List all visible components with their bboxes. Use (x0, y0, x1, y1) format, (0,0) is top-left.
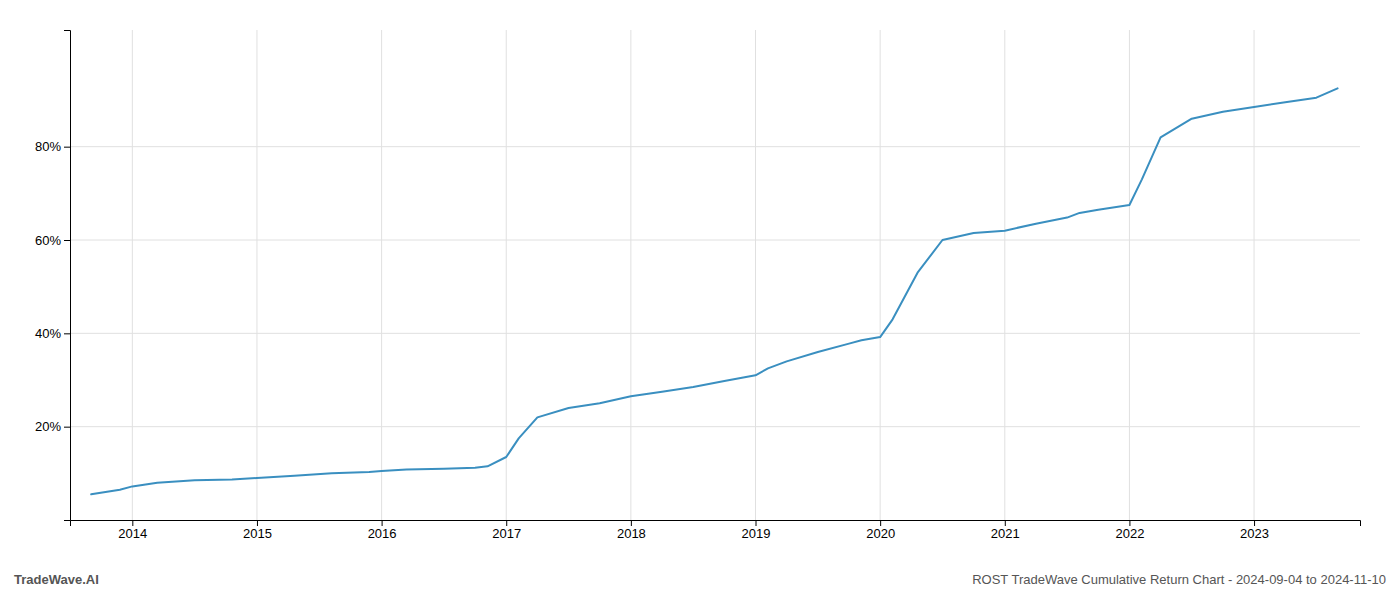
grid (70, 30, 1360, 520)
grid-line (70, 146, 1360, 147)
tick: 2015 (243, 520, 272, 541)
grid-line (1254, 30, 1255, 520)
plot: 2014 2015 2016 2017 2018 2019 2020 2021 2022 2023… (35, 30, 1361, 541)
tick-label: 2014 (118, 526, 147, 541)
tick-mark (132, 520, 133, 526)
watermark: TradeWave.AI (14, 572, 99, 587)
tick-mark (631, 520, 632, 526)
tick: 2014 (118, 520, 147, 541)
title: ROST TradeWave Cumulative Return Chart -… (972, 572, 1386, 587)
tick-mark (64, 333, 70, 334)
x-axis: 2014 2015 2016 2017 2018 2019 2020 2021 2022 2023 (71, 520, 1361, 541)
tick-mark (257, 520, 258, 526)
tick: 80% (35, 139, 70, 154)
tick-label: 80% (35, 139, 61, 154)
grid-line (880, 30, 881, 520)
grid-line (755, 30, 756, 520)
tick-mark (1254, 520, 1255, 526)
chart: 2014 2015 2016 2017 2018 2019 2020 2021 2022 2023… (0, 0, 1400, 600)
tick-mark (64, 427, 70, 428)
tick-mark (64, 147, 70, 148)
grid-line (70, 333, 1360, 334)
tick-mark (1005, 520, 1006, 526)
tick-label: 2018 (617, 526, 646, 541)
tick: 2023 (1240, 520, 1269, 541)
tick-mark (1129, 520, 1130, 526)
grid-line (256, 30, 257, 520)
tick-mark (64, 240, 70, 241)
grid-line (630, 30, 631, 520)
tick: 20% (35, 419, 70, 434)
tick: 2021 (991, 520, 1020, 541)
axis-line (64, 31, 71, 521)
tick-label: 2022 (1115, 526, 1144, 541)
tick-mark (880, 520, 881, 526)
tick: 2020 (866, 520, 895, 541)
tick-label: 2023 (1240, 526, 1269, 541)
tick: 2017 (492, 520, 521, 541)
tick-label: 2021 (991, 526, 1020, 541)
axis-line (71, 521, 1361, 527)
tick: 60% (35, 233, 70, 248)
tick: 2018 (617, 520, 646, 541)
tick-mark (382, 520, 383, 526)
tick: 2022 (1115, 520, 1144, 541)
tick-label: 2020 (866, 526, 895, 541)
grid-line (1004, 30, 1005, 520)
grid-line (70, 240, 1360, 241)
tick-label: 2016 (368, 526, 397, 541)
tick-mark (756, 520, 757, 526)
grid-line (132, 30, 133, 520)
tick-label: 40% (35, 326, 61, 341)
tick-mark (506, 520, 507, 526)
tick-label: 60% (35, 233, 61, 248)
tick-label: 2015 (243, 526, 272, 541)
line (91, 88, 1337, 494)
y-axis: 20% 40% 60% 80% (35, 31, 71, 521)
marks (91, 88, 1337, 494)
tick: 2019 (742, 520, 771, 541)
tick: 40% (35, 326, 70, 341)
tick: 2016 (368, 520, 397, 541)
grid-line (381, 30, 382, 520)
tick-label: 20% (35, 419, 61, 434)
tick-label: 2019 (742, 526, 771, 541)
tick-label: 2017 (492, 526, 521, 541)
grid-line (70, 426, 1360, 427)
grid-line (506, 30, 507, 520)
grid-line (1129, 30, 1130, 520)
